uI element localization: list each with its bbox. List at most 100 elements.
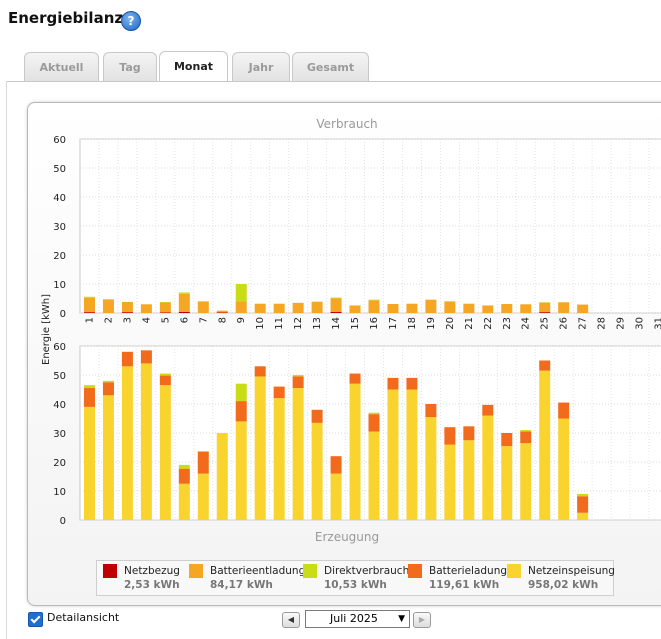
- x-tick-label: 3: [122, 317, 133, 323]
- next-month-button[interactable]: ▶: [413, 612, 431, 628]
- tab-tag[interactable]: Tag: [103, 52, 157, 81]
- verbrauch-bar: [235, 284, 247, 302]
- x-tick-label: 6: [179, 317, 190, 323]
- verbrauch-y-tick-label: 0: [60, 309, 66, 320]
- tab-gesamt[interactable]: Gesamt: [292, 52, 369, 81]
- x-tick-label: 22: [483, 317, 494, 330]
- x-tick-label: 2: [103, 317, 114, 323]
- erzeugung-bar: [387, 377, 399, 390]
- tab-aktuell[interactable]: Aktuell: [24, 52, 99, 81]
- legend-swatch-netzbezug: [103, 564, 117, 578]
- verbrauch-bar: [539, 302, 551, 313]
- x-tick-label: 11: [274, 317, 285, 330]
- tab-monat[interactable]: Monat: [159, 51, 228, 82]
- erzeugung-bar: [197, 450, 209, 452]
- x-tick-label: 18: [407, 317, 418, 330]
- erzeugung-bar: [140, 363, 152, 520]
- verbrauch-bar: [539, 312, 551, 313]
- chevron-down-icon: ▼: [398, 614, 405, 624]
- detail-label: Detailansicht: [47, 611, 120, 624]
- verbrauch-bar: [121, 301, 133, 313]
- erzeugung-y-tick-label: 0: [60, 516, 66, 527]
- erzeugung-bar: [406, 389, 418, 520]
- erzeugung-bar: [311, 409, 323, 423]
- erzeugung-bar: [577, 496, 589, 513]
- verbrauch-bar: [254, 303, 266, 313]
- verbrauch-bar: [311, 301, 323, 313]
- erzeugung-bar: [539, 360, 551, 371]
- x-tick-label: 27: [578, 317, 589, 330]
- x-tick-label: 8: [217, 317, 228, 323]
- erzeugung-bar: [197, 451, 209, 474]
- erzeugung-bar: [539, 370, 551, 520]
- verbrauch-bar: [330, 311, 342, 313]
- verbrauch-bar: [216, 312, 228, 313]
- verbrauch-bar: [178, 292, 190, 294]
- verbrauch-bar: [425, 299, 437, 313]
- erzeugung-y-tick-label: 20: [53, 458, 66, 469]
- verbrauch-bar: [577, 304, 589, 313]
- erzeugung-bar: [235, 421, 247, 520]
- month-select[interactable]: Juli 2025 ▼: [305, 610, 410, 628]
- erzeugung-bar: [558, 402, 570, 419]
- legend: Netzbezug 2,53 kWh Batterieentladung 84,…: [96, 560, 615, 596]
- x-tick-label: 29: [616, 317, 627, 330]
- erzeugung-bar: [102, 382, 114, 396]
- x-tick-label: 19: [426, 317, 437, 330]
- erzeugung-bar: [406, 377, 418, 390]
- verbrauch-y-tick-label: 40: [53, 193, 66, 204]
- verbrauch-bar: [178, 293, 190, 312]
- x-tick-label: 7: [198, 317, 209, 323]
- detail-checkbox[interactable]: [28, 612, 43, 627]
- x-tick-label: 20: [445, 317, 456, 330]
- erzeugung-bar: [463, 426, 475, 441]
- erzeugung-bar: [83, 388, 95, 407]
- erzeugung-bar: [216, 433, 228, 520]
- erzeugung-bar: [292, 375, 304, 377]
- erzeugung-bar: [558, 418, 570, 520]
- chart-panel: Verbrauch Erzeugung Energie [kWh] 0 10 20 3…: [27, 102, 661, 606]
- verbrauch-bar: [83, 297, 95, 313]
- verbrauch-y-tick-label: 30: [53, 222, 66, 233]
- verbrauch-bar: [406, 303, 418, 313]
- x-tick-label: 14: [331, 317, 342, 330]
- verbrauch-bar: [482, 305, 494, 313]
- verbrauch-bar: [368, 300, 380, 313]
- legend-label: Netzbezug: [124, 565, 180, 577]
- erzeugung-bar: [197, 473, 209, 520]
- erzeugung-bar: [501, 433, 513, 447]
- x-tick-label: 26: [559, 317, 570, 330]
- prev-month-button[interactable]: ◀: [282, 612, 300, 628]
- erzeugung-title: Erzeugung: [315, 530, 379, 544]
- tab-jahr[interactable]: Jahr: [232, 52, 290, 81]
- verbrauch-bar: [83, 296, 95, 298]
- erzeugung-bar: [482, 404, 494, 416]
- legend-swatch-netzeinspeisung: [507, 564, 521, 578]
- erzeugung-bar: [349, 383, 361, 520]
- x-tick-label: 23: [502, 317, 513, 330]
- verbrauch-y-tick-label: 10: [53, 280, 66, 291]
- x-tick-label: 31: [654, 317, 661, 330]
- erzeugung-bar: [425, 404, 437, 418]
- x-tick-label: 1: [84, 317, 95, 323]
- erzeugung-bar: [159, 373, 171, 376]
- x-tick-label: 5: [160, 317, 171, 323]
- verbrauch-bar: [463, 303, 475, 313]
- verbrauch-bar: [140, 304, 152, 313]
- verbrauch-bar: [520, 304, 532, 313]
- erzeugung-bar: [577, 493, 589, 497]
- erzeugung-bar: [368, 412, 380, 415]
- verbrauch-bar: [197, 301, 209, 313]
- erzeugung-bar: [83, 385, 95, 389]
- verbrauch-bar: [159, 302, 171, 313]
- legend-value: 119,61 kWh: [429, 579, 500, 591]
- verbrauch-bar: [235, 301, 247, 313]
- erzeugung-bar: [235, 401, 247, 422]
- legend-swatch-batterieladung: [408, 564, 422, 578]
- triangle-left-icon: ◀: [287, 615, 295, 624]
- erzeugung-bar: [121, 366, 133, 520]
- help-icon[interactable]: ?: [121, 11, 141, 31]
- erzeugung-bar: [83, 406, 95, 520]
- energy-chart: Verbrauch Erzeugung Energie [kWh] 010203…: [41, 117, 661, 544]
- erzeugung-bar: [425, 417, 437, 520]
